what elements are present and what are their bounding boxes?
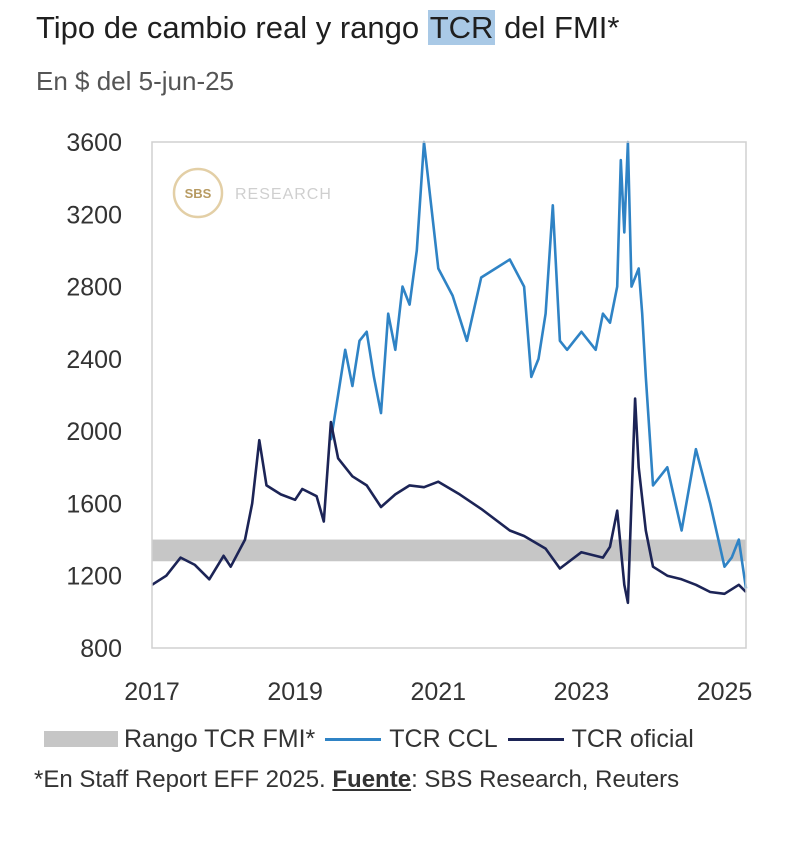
x-tick-label: 2025 [697,678,753,706]
y-tick-label: 1200 [66,563,122,591]
legend-item-oficial: TCR oficial [498,725,694,754]
y-tick-label: 3600 [66,129,122,157]
legend-oficial-label: TCR oficial [571,724,694,753]
title-text-before: Tipo de cambio real y rango [36,10,428,45]
sbs-logo-text: SBS [185,186,212,201]
chart-title: Tipo de cambio real y rango TCR del FMI* [36,10,619,46]
imf-range-band [152,539,746,562]
plot-frame [151,141,747,649]
x-tick-label: 2017 [124,678,180,706]
sbs-research-watermark: SBS RESEARCH [172,167,332,219]
legend-band-label: Rango TCR FMI* [124,724,316,753]
y-tick-label: 800 [80,635,122,663]
legend-ccl-label: TCR CCL [389,724,498,753]
legend-item-band: Rango TCR FMI* [44,725,315,754]
legend: Rango TCR FMI* TCR CCL TCR oficial [44,724,694,760]
band-swatch [44,731,118,748]
y-tick-label: 2400 [66,346,122,374]
oficial-swatch [507,737,564,741]
y-tick-label: 3200 [66,201,122,229]
footnote: *En Staff Report EFF 2025. Fuente: SBS R… [34,766,679,794]
tcr-oficial-line [151,397,747,605]
sbs-logo-icon [172,167,224,219]
x-tick-label: 2021 [410,678,466,706]
x-tick-label: 2019 [267,678,323,706]
y-tick-label: 2000 [66,418,122,446]
footnote-prefix: *En Staff Report EFF 2025. [34,766,333,793]
legend-item-ccl: TCR CCL [315,724,498,754]
tcr-ccl-line [329,140,748,589]
title-highlight: TCR [427,10,496,45]
ccl-swatch [325,737,382,741]
y-tick-label: 1600 [66,490,122,518]
chart-area: SBS RESEARCH 800 1200 1600 2000 2400 2800 3200… [66,129,753,706]
footnote-source-label: Fuente [332,766,412,793]
title-text-after: del FMI* [495,10,620,45]
chart-subtitle: En $ del 5-jun-25 [36,66,235,96]
x-tick-label: 2023 [554,678,610,706]
watermark-text: RESEARCH [235,186,332,203]
footnote-suffix: : SBS Research, Reuters [411,766,680,793]
y-tick-label: 2800 [66,274,122,302]
